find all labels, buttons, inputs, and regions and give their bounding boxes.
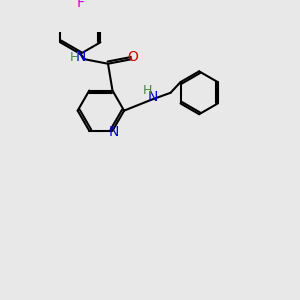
Text: N: N bbox=[148, 90, 158, 104]
Text: N: N bbox=[108, 124, 118, 139]
Text: N: N bbox=[76, 50, 86, 64]
Text: H: H bbox=[142, 85, 152, 98]
Text: O: O bbox=[128, 50, 139, 64]
Text: F: F bbox=[76, 0, 84, 10]
Text: H: H bbox=[69, 51, 79, 64]
